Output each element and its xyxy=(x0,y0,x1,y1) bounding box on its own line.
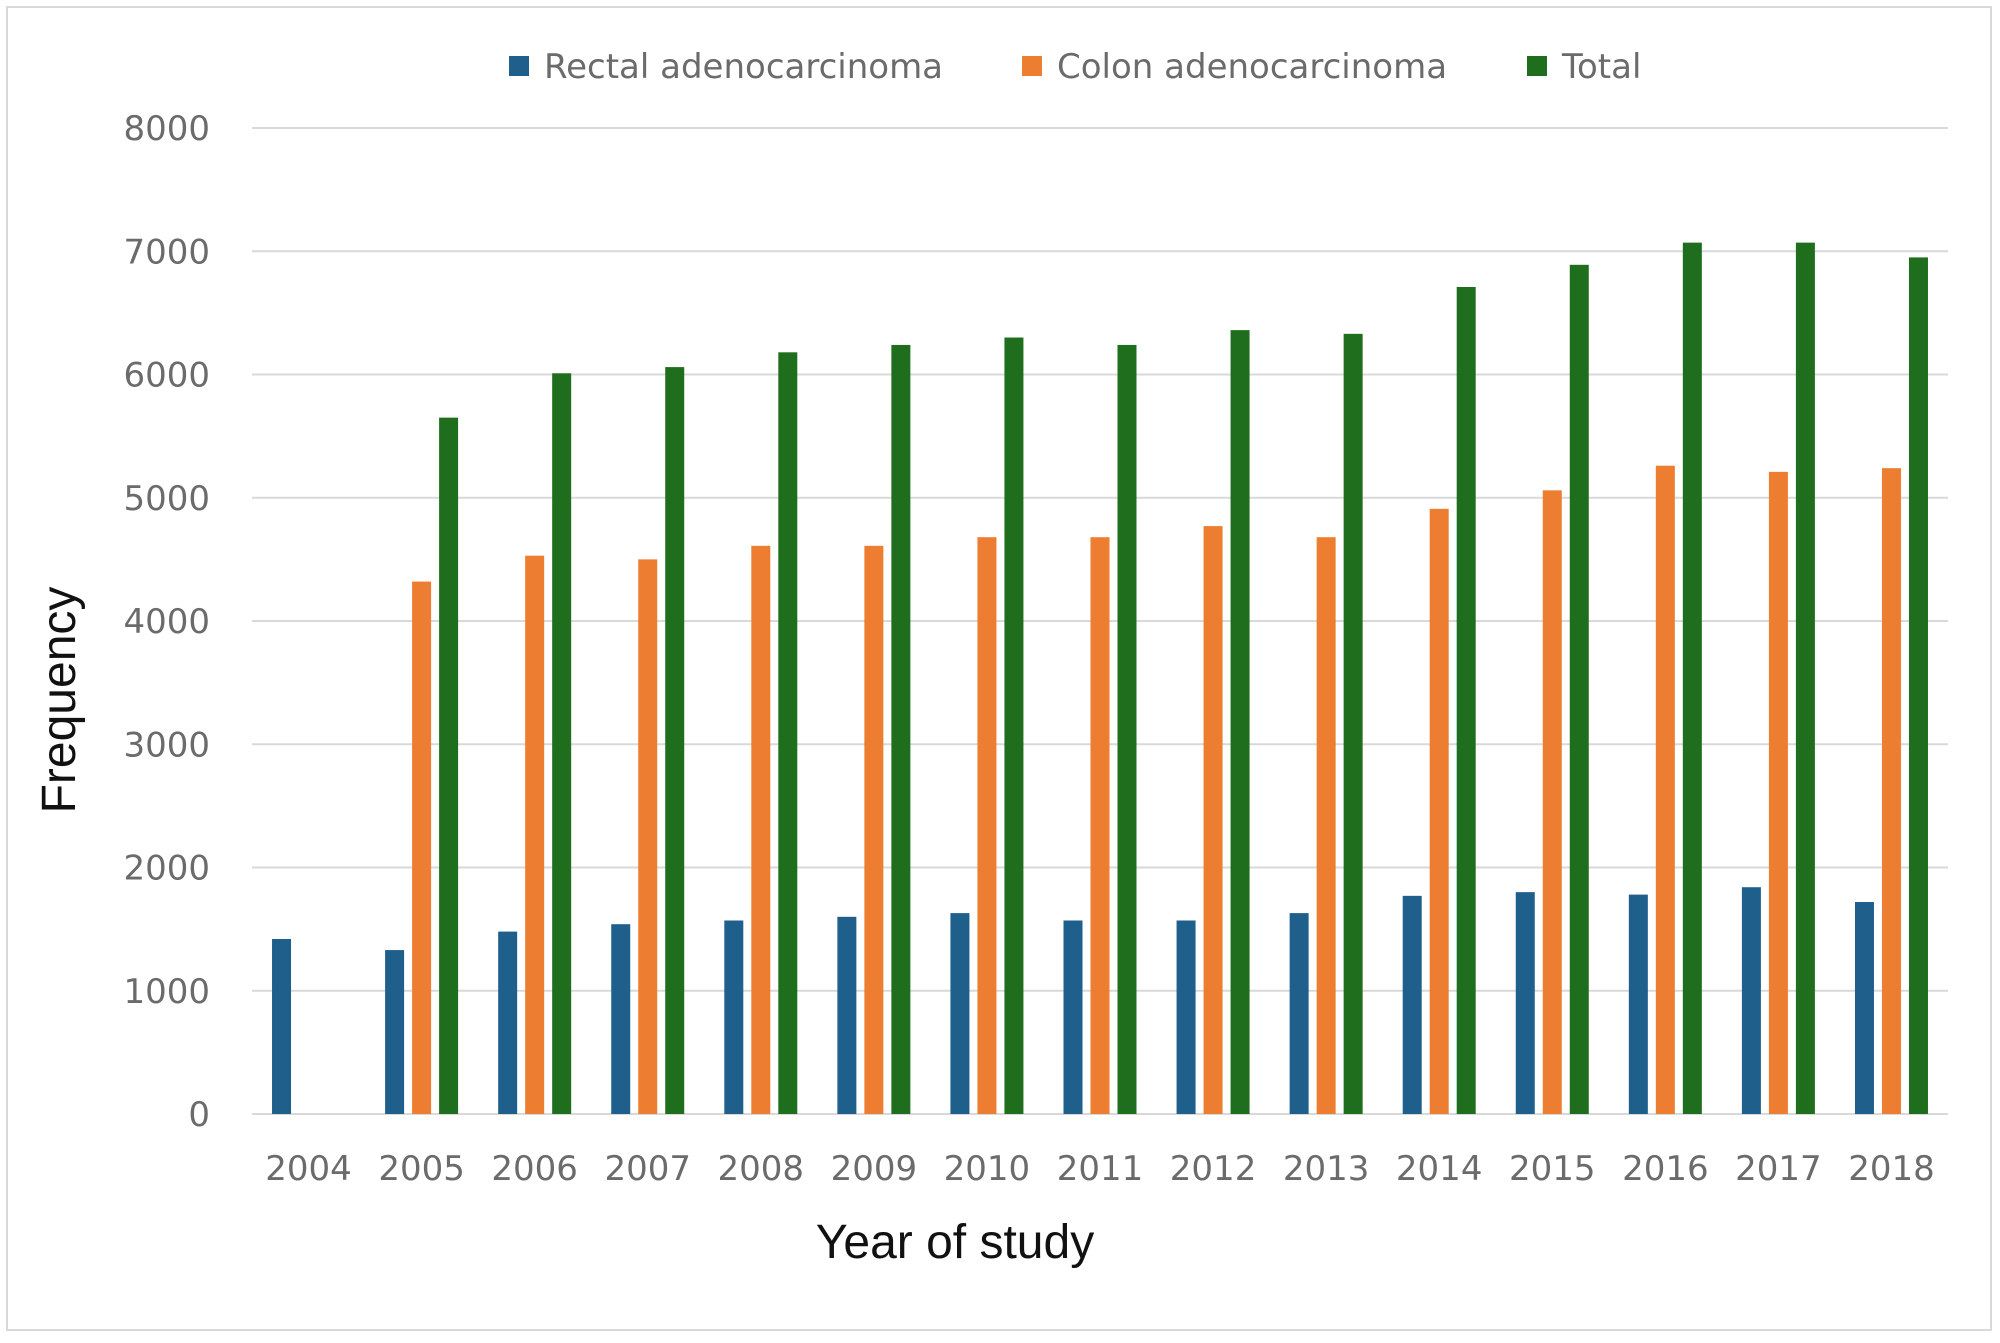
bar-colon-adenocarcinoma-2014 xyxy=(1429,508,1449,1114)
bar-rectal-adenocarcinoma-2006 xyxy=(498,931,518,1114)
x-tick-label: 2011 xyxy=(1057,1149,1144,1189)
bar-rectal-adenocarcinoma-2017 xyxy=(1741,887,1761,1114)
x-tick-label: 2016 xyxy=(1622,1149,1709,1189)
bar-total-2017 xyxy=(1795,242,1815,1114)
bar-total-2018 xyxy=(1908,257,1928,1115)
x-tick-label: 2017 xyxy=(1735,1149,1822,1189)
bar-colon-adenocarcinoma-2016 xyxy=(1655,465,1675,1115)
legend-label-total: Total xyxy=(1561,47,1641,87)
bar-rectal-adenocarcinoma-2014 xyxy=(1402,895,1422,1114)
x-tick-label: 2009 xyxy=(831,1149,918,1189)
x-tick-label: 2004 xyxy=(265,1149,352,1189)
x-tick-label: 2015 xyxy=(1509,1149,1596,1189)
legend-label-colon-adenocarcinoma: Colon adenocarcinoma xyxy=(1057,47,1447,87)
legend-label-rectal-adenocarcinoma: Rectal adenocarcinoma xyxy=(544,47,943,87)
bar-total-2010 xyxy=(1004,337,1024,1114)
bar-total-2005 xyxy=(439,417,459,1114)
x-tick-label: 2013 xyxy=(1283,1149,1370,1189)
y-tick-label: 8000 xyxy=(123,109,210,149)
bar-rectal-adenocarcinoma-2008 xyxy=(724,920,744,1114)
x-tick-label: 2008 xyxy=(718,1149,805,1189)
bar-total-2013 xyxy=(1343,333,1363,1114)
bar-colon-adenocarcinoma-2006 xyxy=(525,555,545,1114)
x-tick-label: 2005 xyxy=(378,1149,465,1189)
y-tick-label: 7000 xyxy=(123,232,210,272)
bar-total-2009 xyxy=(891,344,911,1114)
bar-total-2007 xyxy=(665,367,685,1115)
legend-swatch-colon-adenocarcinoma xyxy=(1022,56,1042,76)
x-axis-title: Year of study xyxy=(816,1216,1094,1269)
bar-total-2008 xyxy=(778,352,798,1114)
x-tick-label: 2018 xyxy=(1848,1149,1935,1189)
y-tick-label: 1000 xyxy=(123,972,210,1012)
bar-rectal-adenocarcinoma-2009 xyxy=(837,916,857,1114)
bar-rectal-adenocarcinoma-2018 xyxy=(1854,902,1874,1114)
bar-rectal-adenocarcinoma-2013 xyxy=(1289,913,1309,1114)
legend-swatch-rectal-adenocarcinoma xyxy=(509,56,529,76)
bars xyxy=(272,242,1928,1115)
x-tick-label: 2006 xyxy=(491,1149,578,1189)
y-tick-label: 2000 xyxy=(123,849,210,889)
y-tick-label: 5000 xyxy=(123,479,210,519)
bar-total-2015 xyxy=(1569,264,1589,1114)
x-tick-label: 2007 xyxy=(604,1149,691,1189)
bar-colon-adenocarcinoma-2009 xyxy=(864,545,884,1114)
bar-colon-adenocarcinoma-2015 xyxy=(1542,490,1562,1115)
bar-rectal-adenocarcinoma-2015 xyxy=(1515,892,1535,1114)
bar-rectal-adenocarcinoma-2016 xyxy=(1628,894,1648,1114)
x-tick-label: 2014 xyxy=(1396,1149,1483,1189)
bar-rectal-adenocarcinoma-2012 xyxy=(1176,920,1196,1114)
bar-total-2011 xyxy=(1117,344,1137,1114)
bar-total-2016 xyxy=(1682,242,1702,1114)
bar-colon-adenocarcinoma-2007 xyxy=(638,559,658,1114)
legend: Rectal adenocarcinoma Colon adenocarcinom… xyxy=(509,47,1641,87)
bar-rectal-adenocarcinoma-2007 xyxy=(611,924,631,1114)
x-tick-label: 2010 xyxy=(944,1149,1031,1189)
x-tick-label: 2012 xyxy=(1170,1149,1257,1189)
legend-swatch-total xyxy=(1527,56,1547,76)
bar-colon-adenocarcinoma-2018 xyxy=(1881,468,1901,1114)
bar-total-2006 xyxy=(552,373,572,1115)
y-axis-title: Frequency xyxy=(33,587,86,814)
y-tick-label: 3000 xyxy=(123,725,210,765)
bar-rectal-adenocarcinoma-2004 xyxy=(272,938,292,1114)
x-tick-labels: 2004 2005 2006 2007 2008 2009 2010 2011 2012 2013… xyxy=(265,1149,1934,1189)
bar-colon-adenocarcinoma-2008 xyxy=(751,545,771,1114)
bar-colon-adenocarcinoma-2013 xyxy=(1316,537,1336,1114)
y-tick-label: 0 xyxy=(188,1095,210,1135)
bar-total-2012 xyxy=(1230,330,1250,1114)
y-tick-label: 6000 xyxy=(123,356,210,396)
bar-colon-adenocarcinoma-2011 xyxy=(1090,537,1110,1114)
bar-colon-adenocarcinoma-2010 xyxy=(977,537,997,1114)
bar-colon-adenocarcinoma-2017 xyxy=(1768,471,1788,1114)
bar-rectal-adenocarcinoma-2005 xyxy=(385,950,405,1114)
y-tick-label: 4000 xyxy=(123,602,210,642)
bar-colon-adenocarcinoma-2005 xyxy=(412,581,432,1114)
bar-colon-adenocarcinoma-2012 xyxy=(1203,526,1223,1114)
bar-total-2014 xyxy=(1456,286,1476,1114)
y-tick-labels: 0 1000 2000 3000 4000 5000 6000 7000 8000 xyxy=(123,109,210,1135)
bar-rectal-adenocarcinoma-2011 xyxy=(1063,920,1083,1114)
bar-rectal-adenocarcinoma-2010 xyxy=(950,913,970,1114)
